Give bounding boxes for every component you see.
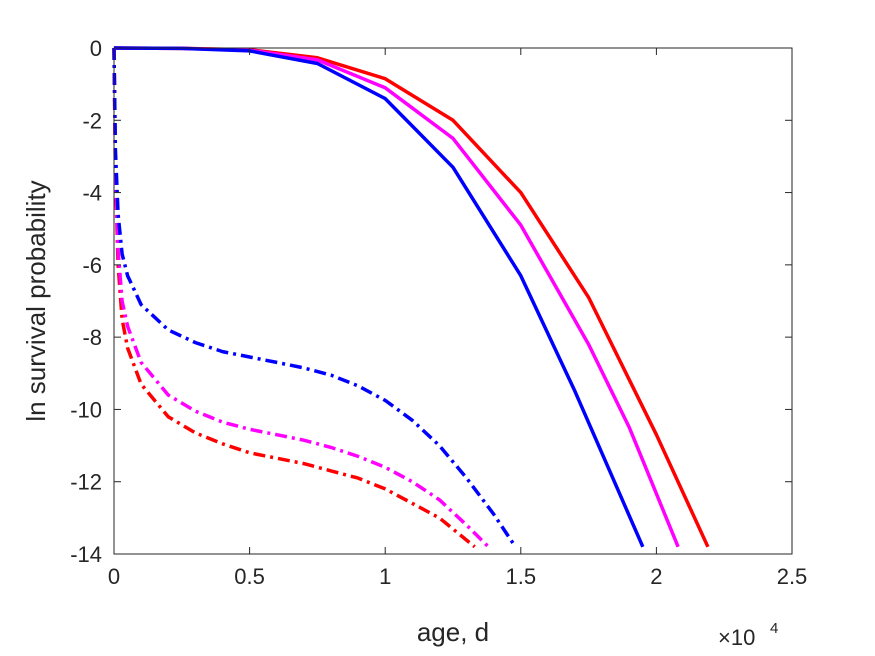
y-tick-label: -14 xyxy=(70,542,102,567)
x-exponent-base: ×10 xyxy=(718,625,755,650)
x-tick-label: 2.5 xyxy=(777,564,808,589)
series-line-3 xyxy=(112,47,476,549)
x-tick-label: 1 xyxy=(379,564,391,589)
series-line-2 xyxy=(113,46,645,548)
y-tick-label: -8 xyxy=(82,325,102,350)
series-line-4 xyxy=(112,47,490,549)
plot-background xyxy=(114,48,792,554)
x-tick-label: 0.5 xyxy=(234,564,265,589)
y-tick-label: -2 xyxy=(82,108,102,133)
y-tick-label: -12 xyxy=(70,470,102,495)
y-axis-label: ln survival probability xyxy=(21,180,51,421)
y-tick-label: -4 xyxy=(82,181,102,206)
plot-frame xyxy=(113,47,793,555)
y-tick-label: 0 xyxy=(90,36,102,61)
x-tick-label: 2 xyxy=(650,564,662,589)
x-axis-label: age, d xyxy=(417,617,489,647)
x-tick-label: 1.5 xyxy=(506,564,537,589)
x-exponent-power: 4 xyxy=(770,620,778,637)
series-layer xyxy=(112,46,710,549)
series-line-5 xyxy=(112,47,517,548)
y-tick-label: -6 xyxy=(82,253,102,278)
x-tick-label: 0 xyxy=(108,564,120,589)
ticks-layer: 0 0.5 1 1.5 2 2.5 0 -2 -4 -6 -8 -10 -12 -14 xyxy=(70,36,807,589)
y-tick-label: -10 xyxy=(70,397,102,422)
